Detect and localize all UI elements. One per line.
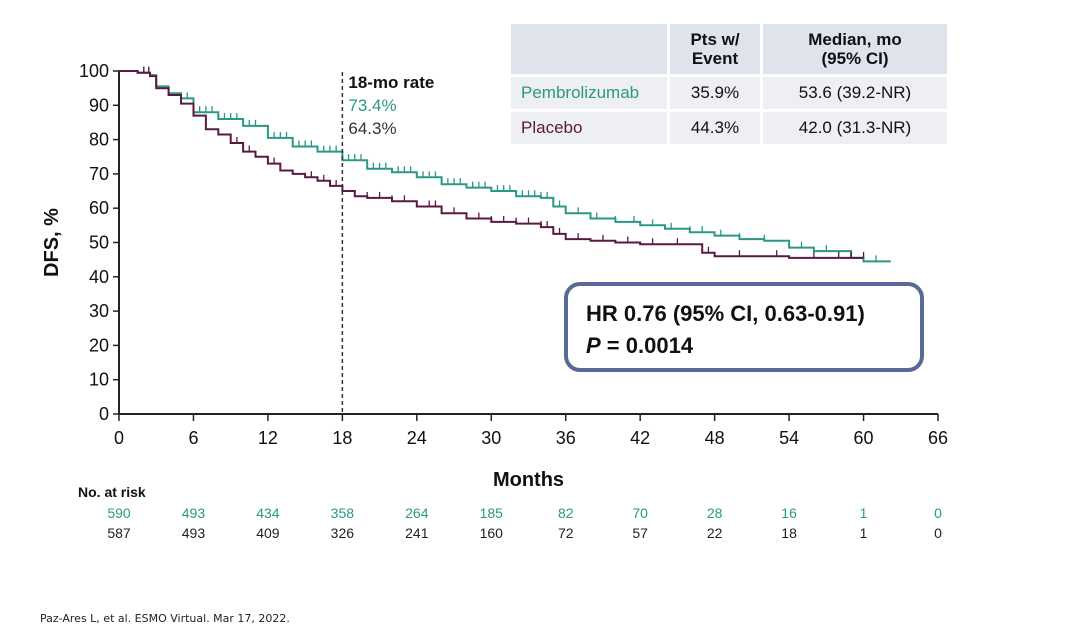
p-value: = 0.0014 <box>600 333 694 358</box>
y-tick-label: 100 <box>79 61 109 81</box>
risk-count-pembrolizumab: 358 <box>331 505 355 521</box>
risk-count-pembrolizumab: 82 <box>558 505 574 521</box>
x-tick-label: 30 <box>481 428 501 448</box>
summary-header-median-line1: Median, mo <box>808 30 902 49</box>
p-label: P <box>586 333 601 358</box>
p-value-line: P = 0.0014 <box>586 330 920 362</box>
risk-count-placebo: 409 <box>256 525 280 541</box>
x-tick-label: 42 <box>630 428 650 448</box>
risk-count-pembrolizumab: 590 <box>107 505 131 521</box>
risk-count-placebo: 493 <box>182 525 206 541</box>
y-tick-label: 60 <box>89 198 109 218</box>
x-tick-label: 54 <box>779 428 799 448</box>
x-axis-label: Months <box>493 469 564 491</box>
x-tick-label: 18 <box>332 428 352 448</box>
risk-count-pembrolizumab: 28 <box>707 505 723 521</box>
y-tick-label: 30 <box>89 301 109 321</box>
y-tick-label: 40 <box>89 267 109 287</box>
risk-count-placebo: 22 <box>707 525 723 541</box>
risk-count-placebo: 72 <box>558 525 574 541</box>
x-tick-label: 48 <box>705 428 725 448</box>
risk-count-pembrolizumab: 434 <box>256 505 280 521</box>
summary-header-events-line2: Event <box>691 49 739 68</box>
risk-count-placebo: 326 <box>331 525 355 541</box>
citation: Paz-Ares L, et al. ESMO Virtual. Mar 17,… <box>40 612 290 625</box>
risk-count-placebo: 0 <box>934 525 942 541</box>
curve-placebo <box>119 70 864 259</box>
risk-count-placebo: 1 <box>860 525 868 541</box>
rate-18mo-placebo: 64.3% <box>348 119 396 138</box>
summary-events-pembrolizumab: 35.9% <box>668 75 763 112</box>
summary-header-events: Pts w/ Event <box>668 24 763 77</box>
rate-18mo-pembrolizumab: 73.4% <box>348 96 396 115</box>
summary-median-pembrolizumab: 53.6 (39.2-NR) <box>761 75 950 112</box>
risk-count-pembrolizumab: 264 <box>405 505 429 521</box>
risk-table-title: No. at risk <box>78 484 146 500</box>
y-tick-label: 80 <box>89 130 109 150</box>
y-tick-label: 50 <box>89 233 109 253</box>
y-tick-label: 70 <box>89 164 109 184</box>
summary-arm-placebo: Placebo <box>511 110 670 147</box>
summary-header-median-line2: (95% CI) <box>821 49 889 68</box>
survival-curves <box>119 66 891 263</box>
x-tick-label: 24 <box>407 428 427 448</box>
risk-count-pembrolizumab: 493 <box>182 505 206 521</box>
risk-count-placebo: 587 <box>107 525 131 541</box>
risk-count-pembrolizumab: 185 <box>480 505 504 521</box>
x-tick-label: 12 <box>258 428 278 448</box>
summary-header-median: Median, mo (95% CI) <box>761 24 950 77</box>
risk-count-placebo: 160 <box>480 525 504 541</box>
summary-median-placebo: 42.0 (31.3-NR) <box>761 110 950 147</box>
y-tick-label: 20 <box>89 335 109 355</box>
risk-count-placebo: 57 <box>632 525 648 541</box>
risk-count-placebo: 241 <box>405 525 429 541</box>
reference-line-label: 18-mo rate <box>348 73 434 92</box>
x-tick-label: 36 <box>556 428 576 448</box>
y-tick-label: 90 <box>89 95 109 115</box>
risk-count-pembrolizumab: 0 <box>934 505 942 521</box>
summary-table: Pts w/ Event Median, mo (95% CI) Pembrol… <box>511 24 950 147</box>
x-tick-label: 0 <box>114 428 124 448</box>
risk-count-pembrolizumab: 1 <box>860 505 868 521</box>
risk-count-pembrolizumab: 70 <box>632 505 648 521</box>
axes: 0 10 20 30 40 50 60 70 80 90 100 0 6 12 18 24 30 36 42 48 54… <box>41 61 948 491</box>
x-tick-label: 6 <box>188 428 198 448</box>
y-tick-label: 10 <box>89 370 109 390</box>
summary-row-placebo: Placebo 44.3% 42.0 (31.3-NR) <box>511 110 950 147</box>
summary-header-events-line1: Pts w/ <box>690 30 740 49</box>
summary-row-pembrolizumab: Pembrolizumab 35.9% 53.6 (39.2-NR) <box>511 75 950 112</box>
summary-arm-pembrolizumab: Pembrolizumab <box>511 75 670 112</box>
summary-header-blank <box>511 24 670 77</box>
hazard-ratio-box: HR 0.76 (95% CI, 0.63-0.91) P = 0.0014 <box>564 282 924 372</box>
x-tick-label: 66 <box>928 428 948 448</box>
summary-events-placebo: 44.3% <box>668 110 763 147</box>
y-tick-label: 0 <box>99 404 109 424</box>
x-tick-label: 60 <box>854 428 874 448</box>
risk-count-placebo: 18 <box>781 525 797 541</box>
hazard-ratio-text: HR 0.76 (95% CI, 0.63-0.91) <box>586 301 865 326</box>
summary-header-row: Pts w/ Event Median, mo (95% CI) <box>511 24 950 77</box>
reference-line-group: 18-mo rate 73.4% 64.3% <box>341 72 434 414</box>
risk-count-pembrolizumab: 16 <box>781 505 797 521</box>
y-axis-label: DFS, % <box>41 208 63 277</box>
risk-table-numbers: 5905874934934344093583262642411851608272… <box>107 505 942 541</box>
